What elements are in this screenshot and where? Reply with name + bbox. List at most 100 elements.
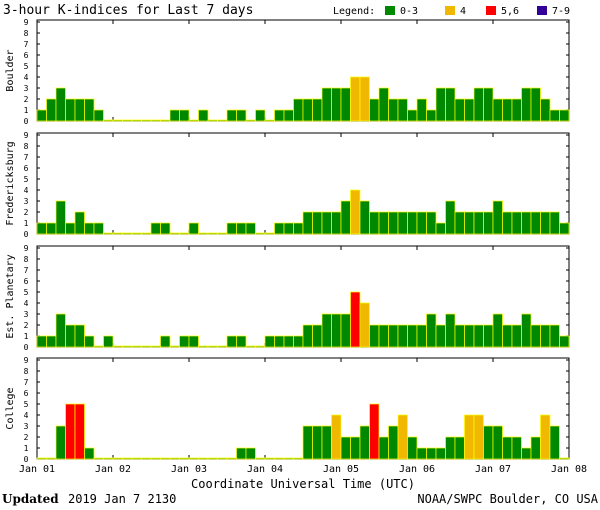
footer-updated-label: Updated — [2, 492, 59, 506]
k-index-bar — [435, 447, 446, 460]
k-index-bar — [369, 403, 380, 460]
k-index-bar — [464, 324, 475, 348]
k-index-bar — [388, 425, 399, 460]
k-index-bar — [511, 436, 522, 460]
k-index-bar — [549, 211, 560, 235]
k-index-bar — [169, 345, 180, 348]
k-index-bar — [492, 313, 503, 348]
k-index-bar — [217, 119, 228, 122]
y-tick-label: 1 — [24, 106, 29, 115]
k-index-bar — [464, 98, 475, 122]
k-index-bar — [483, 425, 494, 460]
y-tick-label: 3 — [24, 422, 29, 431]
k-index-bar — [511, 211, 522, 235]
k-index-bar — [473, 211, 484, 235]
k-index-bar — [445, 436, 456, 460]
k-index-bar — [131, 457, 142, 460]
k-index-bar — [217, 232, 228, 235]
k-index-bar — [435, 324, 446, 348]
x-tick-label: Jan 03 — [171, 464, 207, 475]
k-index-bar — [492, 425, 503, 460]
k-index-bar — [293, 335, 304, 348]
k-index-bar — [74, 403, 85, 460]
k-index-bar — [188, 335, 199, 348]
legend-swatch — [486, 6, 496, 15]
k-index-bar — [150, 345, 161, 348]
k-index-bar — [302, 324, 313, 348]
k-index-bar — [435, 87, 446, 122]
k-index-bar — [331, 414, 342, 460]
y-tick-label: 6 — [24, 164, 29, 173]
y-tick-label: 5 — [24, 288, 29, 297]
k-index-bar — [169, 232, 180, 235]
k-index-bar — [55, 313, 66, 348]
k-index-bar — [141, 119, 152, 122]
k-index-bar — [46, 335, 57, 348]
k-index-bar — [359, 200, 370, 235]
k-index-bar — [245, 119, 256, 122]
k-index-bar — [416, 211, 427, 235]
k-index-bar — [511, 98, 522, 122]
k-index-bar — [521, 447, 532, 460]
k-index-bar — [473, 87, 484, 122]
k-index-bar — [131, 232, 142, 235]
k-index-bar — [93, 457, 104, 460]
k-index-bar — [226, 335, 237, 348]
k-index-bar — [84, 447, 95, 460]
k-index-bar — [511, 324, 522, 348]
k-index-bar — [426, 447, 437, 460]
y-tick-label: 0 — [24, 343, 29, 352]
k-index-bar — [93, 222, 104, 235]
k-index-bar — [426, 313, 437, 348]
y-tick-label: 8 — [24, 255, 29, 264]
k-index-bar — [350, 291, 361, 348]
k-index-bar — [549, 109, 560, 122]
k-index-bar — [207, 119, 218, 122]
k-index-bar — [122, 232, 133, 235]
k-index-bar — [530, 324, 541, 348]
k-index-bar — [255, 457, 266, 460]
k-index-bar — [473, 414, 484, 460]
k-index-bar — [150, 119, 161, 122]
k-index-bar — [93, 109, 104, 122]
k-index-bar — [112, 457, 123, 460]
k-index-bar — [397, 98, 408, 122]
k-index-bar — [103, 457, 114, 460]
k-index-bar — [283, 457, 294, 460]
k-index-bar — [264, 232, 275, 235]
y-tick-label: 4 — [24, 411, 29, 420]
k-index-bar — [312, 211, 323, 235]
k-index-bar — [84, 222, 95, 235]
k-index-bar — [321, 87, 332, 122]
y-tick-label: 7 — [24, 40, 29, 49]
k-index-bar — [369, 211, 380, 235]
k-index-bar — [331, 87, 342, 122]
legend-swatch — [445, 6, 455, 15]
k-index-bar — [55, 425, 66, 460]
legend-item-label: 4 — [460, 6, 466, 17]
k-index-bar — [236, 109, 247, 122]
k-index-bar — [65, 98, 76, 122]
k-index-bar — [559, 109, 570, 122]
y-tick-label: 6 — [24, 51, 29, 60]
k-index-bar — [483, 211, 494, 235]
k-index-bar — [293, 222, 304, 235]
k-index-bar — [188, 457, 199, 460]
k-index-bar — [540, 211, 551, 235]
footer-credit: NOAA/SWPC Boulder, CO USA — [417, 492, 598, 506]
k-index-bar — [169, 457, 180, 460]
k-index-bar — [312, 98, 323, 122]
y-tick-label: 3 — [24, 197, 29, 206]
y-tick-label: 1 — [24, 444, 29, 453]
k-index-bar — [483, 87, 494, 122]
k-index-bar — [540, 98, 551, 122]
k-index-bar — [160, 335, 171, 348]
k-index-bar — [559, 335, 570, 348]
k-index-bar — [321, 313, 332, 348]
k-index-bar — [530, 436, 541, 460]
k-index-bar — [312, 425, 323, 460]
k-index-bar — [473, 324, 484, 348]
k-index-bar — [74, 211, 85, 235]
k-index-bar — [160, 222, 171, 235]
